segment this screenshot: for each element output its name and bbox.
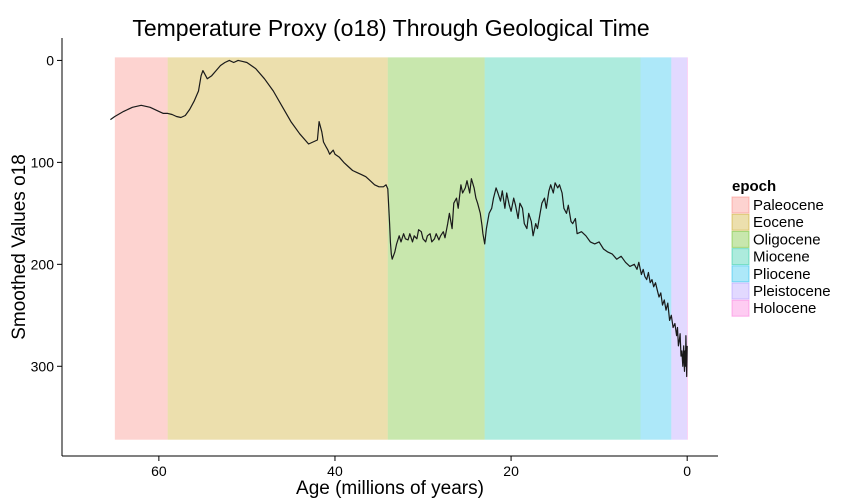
legend-key-bg [732, 231, 749, 248]
legend-label-oligocene: Oligocene [753, 231, 821, 248]
series-group [110, 59, 688, 378]
band-pliocene [640, 57, 672, 440]
y-ticks: 0 100 200 300 [31, 52, 62, 374]
y-tick-label: 100 [31, 154, 55, 170]
band-oligocene [387, 57, 485, 440]
chart-title: Temperature Proxy (o18) Through Geologic… [132, 15, 649, 41]
band-eocene [167, 57, 388, 440]
epoch-bands [114, 57, 688, 440]
legend-label-pleistocene: Pleistocene [753, 283, 831, 300]
legend-label-pliocene: Pliocene [753, 266, 811, 283]
y-tick-label: 0 [46, 52, 54, 68]
band-paleocene [114, 57, 168, 440]
legend-title: epoch [732, 178, 776, 195]
legend-key-pliocene [731, 265, 750, 283]
band-pleistocene [671, 57, 688, 440]
legend-key-oligocene [731, 230, 750, 248]
x-tick-label: 40 [327, 463, 343, 479]
legend-key-pleistocene [731, 282, 750, 300]
legend: epoch PaleoceneEoceneOligoceneMiocenePli… [731, 178, 831, 317]
legend-key-eocene [731, 213, 750, 231]
band-holocene [687, 57, 688, 440]
legend-label-paleocene: Paleocene [753, 197, 824, 214]
legend-key-paleocene [731, 196, 750, 214]
x-ticks: 60 40 20 0 [151, 456, 691, 479]
legend-key-holocene [731, 299, 750, 317]
x-axis-title: Age (millions of years) [296, 478, 484, 499]
legend-key-bg [732, 197, 749, 213]
band-miocene [484, 57, 641, 440]
legend-label-holocene: Holocene [753, 300, 816, 317]
legend-key-bg [732, 300, 749, 317]
y-tick-label: 300 [31, 358, 55, 374]
y-axis-title: Smoothed Values o18 [9, 154, 30, 340]
legend-key-bg [732, 248, 749, 265]
series-line-smoothed-o18 [110, 59, 688, 378]
legend-key-bg [732, 283, 749, 299]
y-tick-label: 200 [31, 256, 55, 272]
x-tick-label: 60 [151, 463, 167, 479]
x-tick-label: 0 [683, 463, 691, 479]
x-tick-label: 20 [503, 463, 519, 479]
axes [61, 38, 718, 457]
legend-label-eocene: Eocene [753, 214, 804, 231]
legend-key-miocene [731, 248, 750, 266]
legend-label-miocene: Miocene [753, 249, 810, 266]
legend-key-bg [732, 265, 749, 282]
legend-key-bg [732, 214, 749, 231]
